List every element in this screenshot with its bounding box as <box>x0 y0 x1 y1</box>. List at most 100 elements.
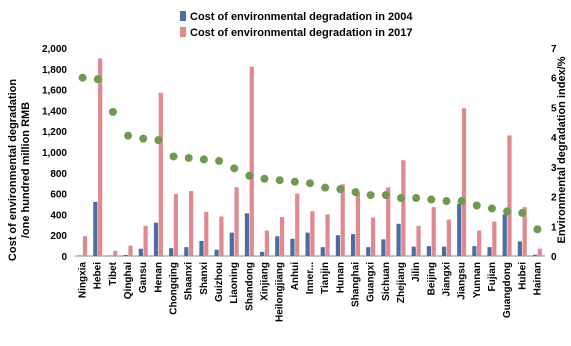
bar-2004 <box>457 204 462 256</box>
category-label: Shandong <box>244 262 255 311</box>
bar-2017 <box>113 250 118 256</box>
category-label: Hebei <box>93 262 104 289</box>
index-point <box>108 107 117 116</box>
index-point <box>245 171 254 180</box>
bar-2004 <box>275 236 280 256</box>
y-tick-label: 600 <box>50 190 67 201</box>
category-label: Jilin <box>411 262 422 282</box>
bar-2017 <box>158 92 163 256</box>
y-tick-label: 1,000 <box>42 148 67 159</box>
index-point <box>184 153 193 162</box>
bar-2017 <box>537 248 542 256</box>
bar-2017 <box>492 221 497 256</box>
bar-2004 <box>305 232 310 256</box>
category-label: Beijing <box>426 262 437 295</box>
y2-tick-label: 6 <box>551 74 557 85</box>
y-tick-label: 2,000 <box>42 44 67 55</box>
legend-label-2017: Cost of environmental degradation in 201… <box>190 27 413 39</box>
y2-tick-label: 7 <box>551 44 557 55</box>
bar-2004 <box>123 254 128 256</box>
bar-2004 <box>78 255 83 256</box>
bar-2017 <box>446 219 451 256</box>
bar-2004 <box>153 222 159 256</box>
y-tick-label: 1,600 <box>42 86 67 97</box>
category-label: Zhejiang <box>396 262 407 303</box>
category-label: Fujian <box>487 262 498 291</box>
y2-tick-label: 1 <box>551 222 557 233</box>
index-point <box>290 177 299 186</box>
index-point <box>351 188 360 197</box>
index-point <box>260 174 269 183</box>
bar-2017 <box>295 193 300 256</box>
y-tick-label: 1,800 <box>42 65 67 76</box>
category-label: Yunnan <box>472 262 483 298</box>
index-point <box>275 176 284 185</box>
bar-2004 <box>381 239 386 256</box>
legend-label-2004: Cost of environmental degradation in 200… <box>190 11 413 23</box>
index-point <box>487 204 496 213</box>
y-tick-label: 0 <box>61 252 67 263</box>
category-label: Shanghai <box>350 262 361 307</box>
category-label: Henan <box>153 262 164 293</box>
category-label: Inner... <box>305 262 316 294</box>
y2-tick-label: 2 <box>551 193 557 204</box>
y2-axis-title: Environmental degradation index/% <box>556 56 568 243</box>
bar-2004 <box>441 246 447 256</box>
index-point <box>427 195 436 204</box>
category-label: Tianjin <box>320 262 331 294</box>
bar-2004 <box>411 246 416 256</box>
bar-2017 <box>234 187 239 256</box>
bar-2017 <box>477 230 482 256</box>
legend: Cost of environmental degradation in 200… <box>180 11 413 39</box>
category-label: Sichuan <box>381 262 392 301</box>
y2-tick-label: 5 <box>551 103 557 114</box>
tick-labels: 0 200 400 600 800 1,000 1,200 1,400 1,600 1,800 2,… <box>42 44 557 322</box>
bar-2017 <box>401 160 406 256</box>
bar-2017 <box>264 230 270 256</box>
category-label: Shanxi <box>199 262 210 295</box>
bar-2017 <box>522 207 527 256</box>
category-label: Hubei <box>517 262 528 290</box>
y2-tick-label: 4 <box>551 133 557 144</box>
bar-2017 <box>98 58 103 257</box>
category-label: Hainan <box>532 262 543 295</box>
category-label: Guangxi <box>366 262 377 302</box>
category-label: Ningxia <box>78 262 89 299</box>
bar-2004 <box>426 246 431 256</box>
bar-2004 <box>169 248 174 256</box>
index-point <box>457 197 466 206</box>
bar-2004 <box>229 232 234 256</box>
bar-2017 <box>82 236 88 256</box>
index-point <box>78 73 87 82</box>
bar-2004 <box>366 247 371 256</box>
index-point <box>381 191 390 200</box>
bar-2004 <box>184 247 189 256</box>
bar-2017 <box>128 245 133 256</box>
index-point <box>215 156 224 165</box>
y-tick-label: 800 <box>50 169 67 180</box>
y-tick-label: 200 <box>50 231 67 242</box>
bar-2017 <box>355 192 360 256</box>
bar-2004 <box>350 234 356 256</box>
bar-2017 <box>143 225 148 256</box>
index-point <box>533 225 542 234</box>
bar-2004 <box>260 251 265 256</box>
bar-2004 <box>138 248 143 256</box>
bar-2004 <box>487 247 492 256</box>
bar-2017 <box>310 211 315 256</box>
bar-2017 <box>416 225 421 256</box>
bar-2017 <box>189 191 194 256</box>
bar-2017 <box>279 217 285 256</box>
category-label: Jiangsu <box>457 262 468 300</box>
axis-titles: Cost of environmental degradation/one hu… <box>7 56 568 261</box>
category-label: Heilongjiang <box>275 262 286 322</box>
bar-2017 <box>386 187 391 256</box>
legend-swatch-2017 <box>180 27 186 37</box>
bar-2004 <box>335 235 341 256</box>
index-point <box>396 194 405 203</box>
category-label: Qinghai <box>123 262 134 299</box>
bar-2017 <box>219 216 224 256</box>
index-point <box>503 207 512 216</box>
